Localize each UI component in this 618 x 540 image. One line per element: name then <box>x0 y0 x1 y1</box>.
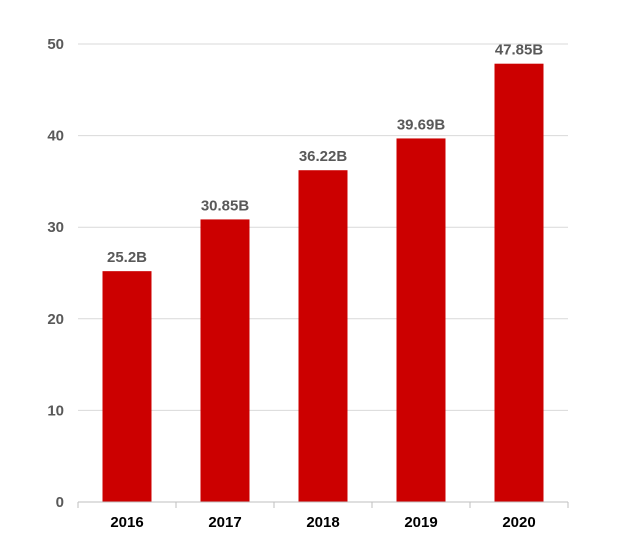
y-tick-label: 50 <box>47 36 64 53</box>
y-axis: 0 10 20 30 40 50 <box>47 36 64 511</box>
bar-2016 <box>102 271 152 502</box>
data-label-2018: 36.22B <box>299 148 348 165</box>
x-tick-label: 2018 <box>306 514 339 531</box>
x-tick-label: 2017 <box>208 514 241 531</box>
data-label-2020: 47.85B <box>495 42 544 59</box>
bar-2020 <box>494 63 544 502</box>
data-label-2019: 39.69B <box>397 116 446 133</box>
y-tick-label: 30 <box>47 219 64 236</box>
data-label-2017: 30.85B <box>201 197 250 214</box>
x-axis: 2016 2017 2018 2019 2020 <box>77 501 569 531</box>
bar-2019 <box>396 138 446 502</box>
bars <box>102 63 544 502</box>
bar-2017 <box>200 219 250 502</box>
y-tick-label: 20 <box>47 311 64 328</box>
y-tick-label: 10 <box>47 402 64 419</box>
x-tick-label: 2019 <box>404 514 437 531</box>
bar-2018 <box>298 170 348 502</box>
y-tick-label: 0 <box>56 494 64 511</box>
data-labels: 25.2B 30.85B 36.22B 39.69B 47.85B <box>107 42 543 266</box>
x-tick-label: 2020 <box>502 514 535 531</box>
data-label-2016: 25.2B <box>107 249 147 266</box>
y-tick-label: 40 <box>47 128 64 145</box>
x-tick-label: 2016 <box>110 514 143 531</box>
